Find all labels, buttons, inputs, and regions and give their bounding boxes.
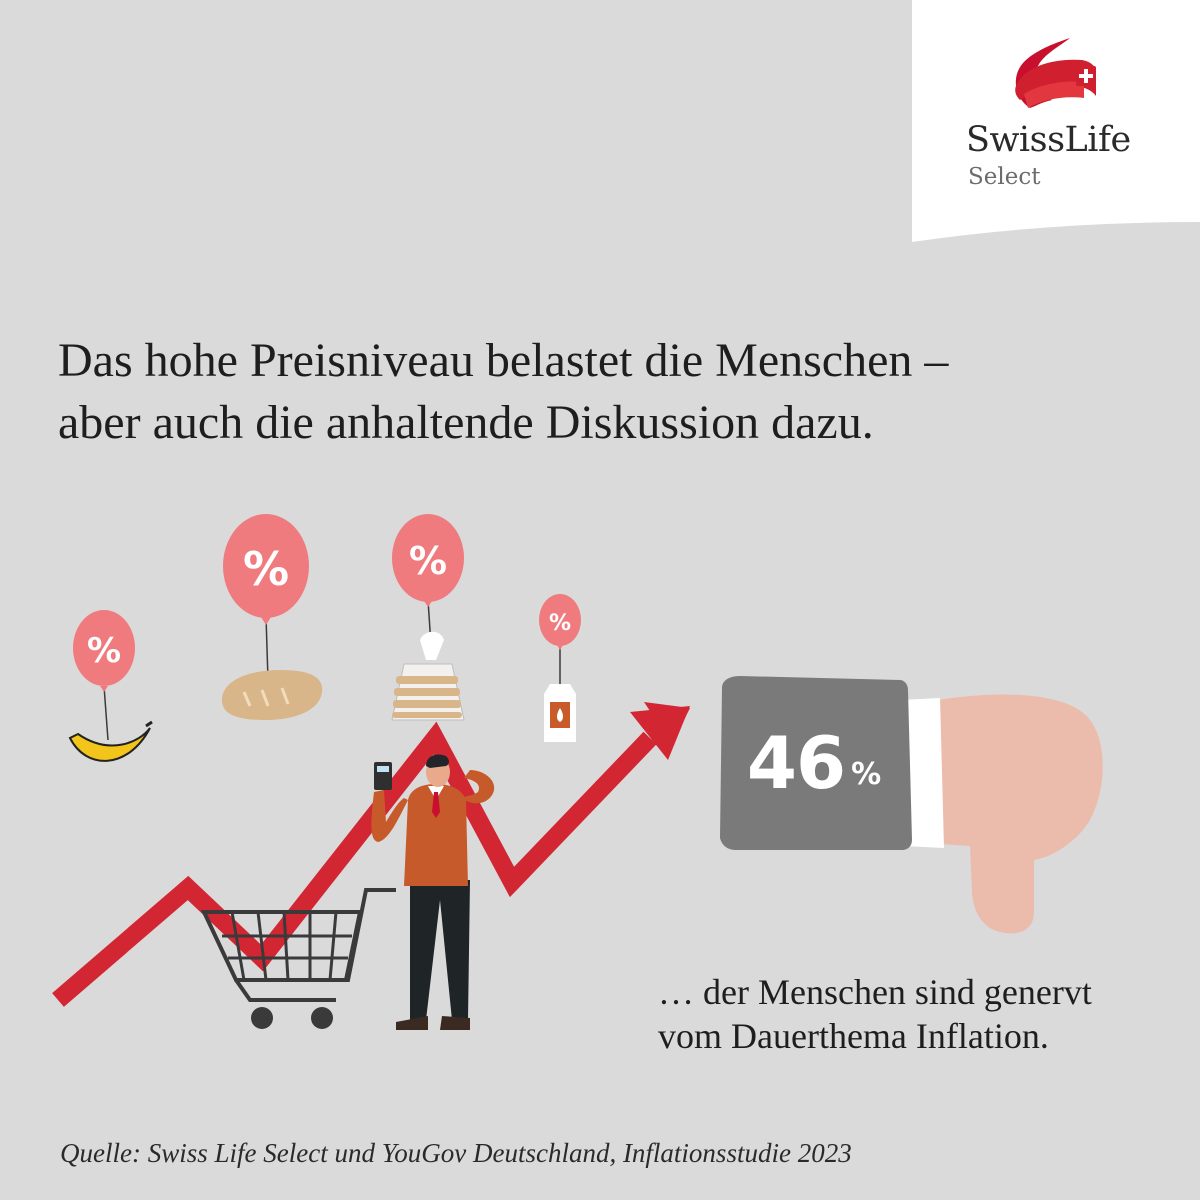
stat-caption-line-2: vom Dauerthema Inflation.: [658, 1016, 1049, 1056]
brand-subtitle: Select: [968, 164, 1041, 190]
balloon-percent-label: %: [409, 539, 447, 583]
stat-number: 46: [746, 721, 846, 805]
balloon-banana: %: [68, 610, 153, 762]
banana-icon: [68, 727, 151, 762]
balloon-milk: %: [539, 594, 581, 742]
balloon-toast: %: [391, 514, 465, 721]
balloon-percent-label: %: [549, 611, 571, 636]
balloon-icon: [223, 514, 309, 618]
shopping-cart-icon: [200, 888, 396, 1029]
headline: Das hohe Preisniveau belastet die Mensch…: [58, 330, 1158, 454]
balloon-icon: [539, 594, 581, 646]
person-with-calculator: [371, 754, 495, 1030]
balloon-percent-label: %: [243, 542, 289, 596]
stat-caption-line-1: … der Menschen sind genervt: [658, 972, 1092, 1012]
balloon-icon: [73, 610, 135, 686]
headline-line-2: aber auch die anhaltende Diskussion dazu…: [58, 396, 874, 449]
balloon-bread: %: [222, 514, 323, 720]
sleeve-stat-box: [720, 676, 912, 850]
balloon-icon: [392, 514, 464, 602]
logo-card: SwissLife Select: [0, 0, 1200, 250]
headline-line-1: Das hohe Preisniveau belastet die Mensch…: [58, 334, 949, 387]
logo-card-background: [912, 0, 1200, 242]
stat-caption: … der Menschen sind genervt vom Dauerthe…: [658, 970, 1178, 1058]
bread-icon: [222, 670, 323, 720]
brand-name: SwissLife: [966, 120, 1131, 160]
rising-arrow-icon: [52, 702, 690, 1007]
stat-unit: %: [851, 756, 882, 792]
swisslife-logo-icon: [1015, 38, 1096, 108]
stat-value-box: 46 %: [720, 678, 908, 848]
source-citation: Quelle: Swiss Life Select und YouGov Deu…: [60, 1138, 852, 1168]
thumbs-down-icon: [720, 676, 1103, 934]
balloon-percent-label: %: [87, 631, 121, 671]
